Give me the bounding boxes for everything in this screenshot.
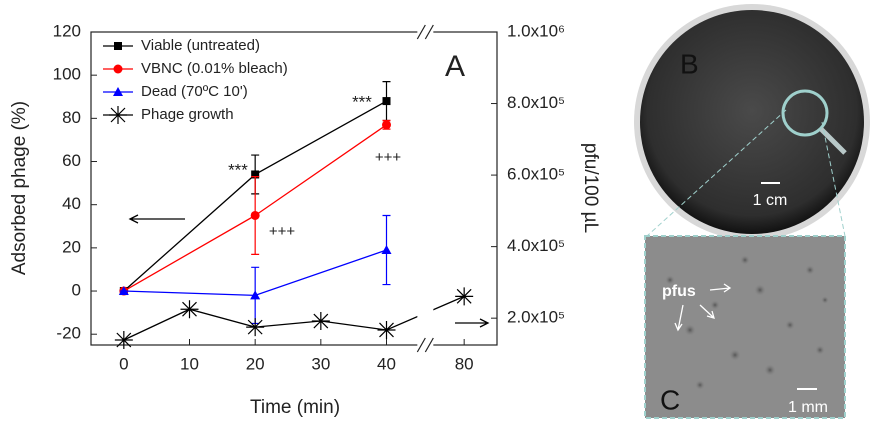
marker: [109, 106, 127, 124]
x-tick-label: 0: [119, 354, 128, 373]
plaques: [665, 255, 829, 390]
panel-label: A: [445, 50, 465, 83]
panel-label: B: [680, 48, 699, 79]
significance: ***: [352, 92, 372, 111]
marker: [114, 42, 122, 50]
marker: [113, 87, 123, 96]
y-tick-label: 0: [72, 281, 81, 300]
panel-label: C: [660, 384, 680, 415]
x-tick-label: 10: [180, 354, 199, 373]
x-tick-label: 40: [377, 354, 396, 373]
marker: [382, 97, 391, 106]
marker: [180, 300, 199, 319]
break-mark: [424, 337, 434, 353]
y2-tick-label: 6.0x10⁵: [507, 165, 565, 184]
axis-arrows: [128, 214, 490, 328]
marker: [113, 64, 123, 74]
y-tick-label: 80: [62, 108, 81, 127]
y2-tick-label: 4.0x10⁵: [507, 236, 565, 255]
significance: ***: [228, 160, 248, 179]
plate: [640, 10, 864, 234]
zoom-line: [821, 121, 846, 237]
y2-tick-label: 1.0x10⁶: [507, 21, 565, 40]
y-axis-title: Adsorbed phage (%): [9, 101, 30, 275]
break-mark: [416, 24, 426, 40]
marker: [455, 287, 474, 306]
y2-tick-label: 8.0x10⁵: [507, 93, 565, 112]
marker: [246, 318, 265, 337]
marker: [251, 170, 260, 179]
y-tick-label: 20: [62, 237, 81, 256]
significance: +++: [269, 223, 296, 240]
y-tick-label: 120: [53, 21, 81, 40]
legend-label: Viable (untreated): [141, 37, 260, 54]
y2-axis-title: pfu/100 µL: [580, 143, 601, 233]
y-tick-label: 60: [62, 151, 81, 170]
marker: [250, 210, 260, 220]
panel-c: pfus 1 mm C: [644, 235, 846, 419]
marker: [377, 320, 396, 339]
y-tick-label: 100: [53, 65, 81, 84]
panel-b: 1 cm B: [634, 4, 870, 240]
zoom-line: [646, 109, 787, 237]
magnifier-handle: [819, 127, 847, 155]
x-tick-label: 30: [311, 354, 330, 373]
axis-break: [417, 28, 434, 349]
marker: [114, 330, 133, 349]
plot-frame: [90, 31, 498, 346]
marker: [118, 286, 129, 296]
series-line: [123, 295, 465, 341]
y2-tick-label: 2.0x10⁵: [507, 308, 565, 327]
legend-label: VBNC (0.01% bleach): [141, 60, 288, 77]
legend-label: Dead (70ºC 10'): [141, 83, 248, 100]
y-tick-label: 40: [62, 194, 81, 213]
pfus-label: pfus: [662, 283, 696, 300]
significance: +++: [375, 149, 402, 166]
x-tick-label: 20: [246, 354, 265, 373]
break-mark: [424, 24, 434, 40]
marker: [381, 245, 392, 255]
x-axis-title: Time (min): [250, 397, 340, 418]
pointer-arrows: [674, 283, 732, 332]
y-tick-label: -20: [56, 324, 81, 343]
scale-label: 1 cm: [753, 192, 788, 209]
x-tick-label: 80: [455, 354, 474, 373]
legend-label: Phage growth: [141, 106, 234, 123]
marker: [382, 120, 391, 130]
break-mark: [416, 337, 426, 353]
marker: [311, 312, 330, 331]
scale-label: 1 mm: [788, 399, 828, 416]
marker: [250, 290, 261, 300]
